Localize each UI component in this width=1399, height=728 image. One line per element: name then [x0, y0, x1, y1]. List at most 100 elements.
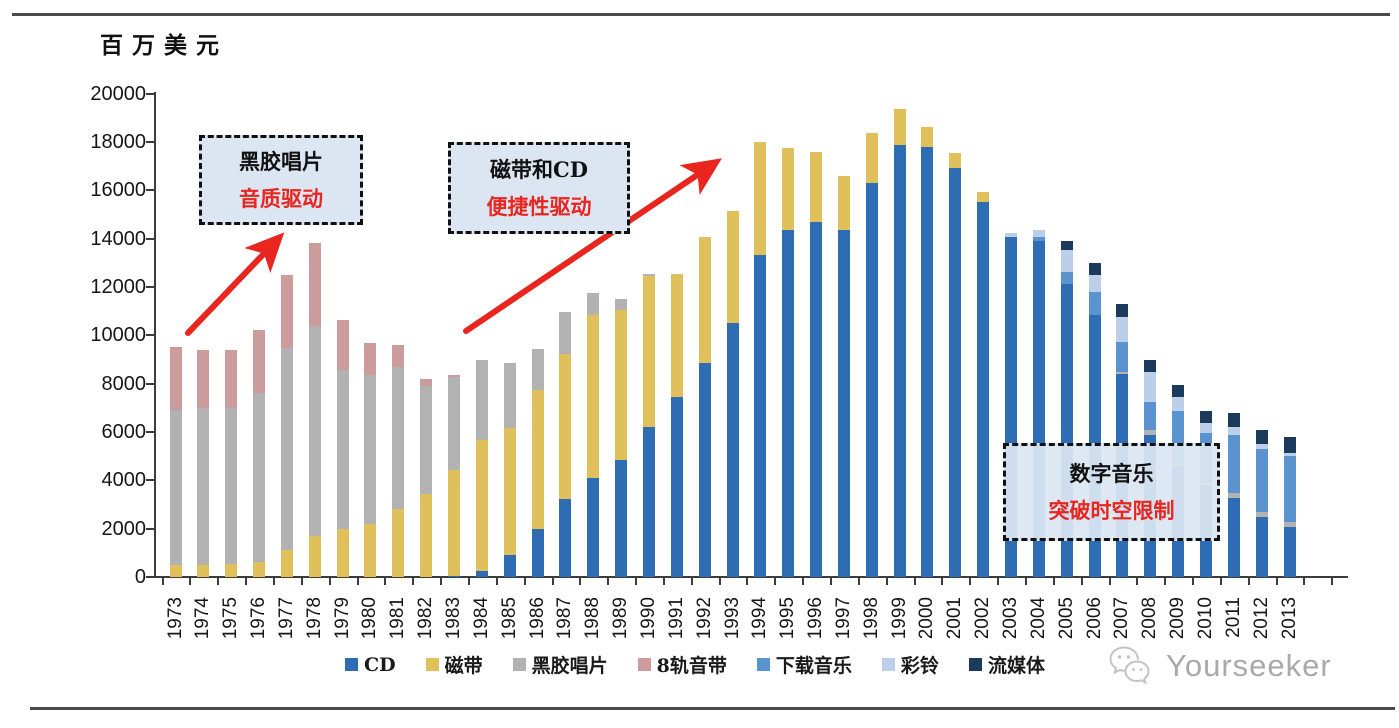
x-axis-tick: [1024, 578, 1027, 585]
bar-segment-2011-流媒体: [1227, 412, 1240, 427]
bar-segment-2010-彩铃: [1199, 422, 1212, 433]
x-axis-tick: [1108, 578, 1111, 585]
x-axis-tick: [1219, 578, 1222, 585]
bar-segment-1994-CD: [754, 255, 767, 577]
legend-swatch-流媒体: [968, 658, 982, 671]
legend-swatch-下载音乐: [756, 658, 770, 671]
bar-segment-1985-黑胶唱片: [503, 363, 516, 429]
bar-segment-2013-黑胶唱片: [1283, 521, 1296, 527]
bar-segment-1990-CD: [642, 427, 655, 577]
y-axis-tick-label: 10000: [90, 324, 146, 347]
x-axis-tick: [1331, 578, 1334, 585]
x-axis-tick: [997, 578, 1000, 585]
bar-segment-1985-磁带: [503, 428, 516, 555]
y-axis-tick: [146, 140, 155, 143]
legend-label-CD: CD: [364, 653, 396, 676]
annotation-digital-box: 数字音乐 突破时空限制: [1003, 443, 1220, 541]
bar-segment-2013-CD: [1283, 526, 1296, 577]
bar-segment-2005-下载音乐: [1060, 271, 1073, 285]
bar-segment-2011-下载音乐: [1227, 435, 1240, 494]
legend-item-CD: CD: [345, 654, 396, 676]
legend-swatch-磁带: [425, 658, 439, 671]
annotation-cassette-cd-box: 磁带和CD 便捷性驱动: [448, 142, 630, 234]
bar-segment-1980-黑胶唱片: [364, 375, 377, 524]
watermark-text: Yourseeker: [1166, 648, 1332, 683]
bar-segment-2005-彩铃: [1060, 250, 1073, 272]
up-arrow-vinyl-era: [185, 232, 285, 336]
bar-segment-1996-磁带: [810, 152, 823, 223]
x-axis-tick: [830, 578, 832, 585]
x-axis-tick: [440, 578, 443, 585]
bar-segment-1991-CD: [670, 397, 683, 577]
x-axis-tick: [523, 578, 526, 585]
bar-segment-2000-磁带: [921, 127, 934, 148]
bar-segment-1987-CD: [559, 499, 572, 577]
annotation-cassette-cd-title: 磁带和CD: [490, 157, 588, 182]
bar-segment-1985-CD: [503, 555, 516, 577]
legend-item-磁带: 磁带: [425, 651, 483, 678]
bar-segment-1996-CD: [810, 222, 823, 577]
bar-segment-1984-黑胶唱片: [475, 360, 488, 441]
bar-segment-1973-黑胶唱片: [169, 410, 182, 565]
bar-segment-1983-CD: [448, 575, 460, 577]
bar-segment-1993-磁带: [726, 211, 739, 324]
x-axis-tick: [1052, 578, 1055, 585]
wechat-icon: [1109, 646, 1150, 685]
legend-item-8轨音带: 8轨音带: [637, 651, 727, 678]
bar-segment-2009-彩铃: [1172, 396, 1185, 412]
x-axis-tick: [718, 578, 721, 585]
y-axis-tick-label: 4000: [101, 469, 147, 492]
bar-segment-2000-CD: [921, 147, 934, 577]
x-axis-tick: [384, 578, 387, 585]
y-axis-tick: [146, 285, 155, 288]
bar-segment-2013-彩铃: [1283, 453, 1296, 457]
x-axis-tick: [245, 578, 248, 585]
y-axis-tick-label: 2000: [101, 517, 147, 540]
bar-segment-1995-CD: [782, 230, 795, 577]
legend-swatch-CD: [345, 658, 359, 671]
y-axis-tick-label: 14000: [90, 227, 146, 250]
x-axis-tick: [690, 578, 693, 585]
bar-segment-1980-8轨音带: [364, 343, 377, 376]
bar-segment-1977-磁带: [280, 550, 293, 577]
bar-segment-1982-磁带: [420, 493, 433, 577]
annotation-vinyl-box: 黑胶唱片 音质驱动: [199, 135, 363, 225]
x-axis-tick: [1247, 578, 1250, 585]
x-axis-tick: [1192, 578, 1195, 585]
bar-segment-1986-黑胶唱片: [531, 348, 544, 391]
bar-segment-2007-流媒体: [1116, 304, 1129, 317]
bar-segment-1975-8轨音带: [225, 349, 238, 408]
y-axis-tick: [146, 527, 155, 530]
bar-segment-2007-彩铃: [1116, 316, 1129, 342]
x-axis-tick: [746, 578, 749, 585]
bar-segment-1981-黑胶唱片: [392, 366, 405, 510]
bar-segment-1983-8轨音带: [448, 375, 460, 378]
y-axis-line: [154, 92, 156, 578]
bar-segment-1987-黑胶唱片: [559, 312, 572, 354]
x-axis-tick: [467, 578, 470, 585]
watermark: Yourseeker: [1108, 644, 1332, 688]
y-axis-tick-label: 0: [134, 566, 146, 588]
bar-segment-1990-黑胶唱片: [642, 273, 655, 276]
legend-label-黑胶唱片: 黑胶唱片: [531, 655, 608, 677]
y-axis-tick-label: 6000: [101, 420, 147, 443]
annotation-vinyl-title: 黑胶唱片: [239, 149, 323, 174]
x-axis-line: [154, 576, 1348, 578]
legend-label-8轨音带: 8轨音带: [656, 655, 727, 677]
y-axis-tick: [146, 479, 155, 482]
bar-segment-2007-黑胶唱片: [1116, 371, 1129, 375]
x-axis-tick: [161, 578, 164, 585]
bar-segment-1977-黑胶唱片: [280, 348, 293, 551]
bar-segment-2012-下载音乐: [1255, 448, 1268, 512]
bar-segment-1991-磁带: [670, 273, 683, 398]
bar-segment-1981-磁带: [392, 509, 405, 577]
bar-segment-1992-CD: [698, 363, 711, 577]
x-axis-tick: [328, 578, 331, 585]
bar-segment-1978-8轨音带: [308, 243, 321, 326]
y-axis-tick: [146, 334, 155, 337]
legend-swatch-彩铃: [881, 658, 895, 671]
bar-segment-2012-黑胶唱片: [1255, 511, 1268, 517]
bar-segment-1976-8轨音带: [253, 330, 266, 394]
bar-segment-1984-磁带: [475, 440, 488, 571]
